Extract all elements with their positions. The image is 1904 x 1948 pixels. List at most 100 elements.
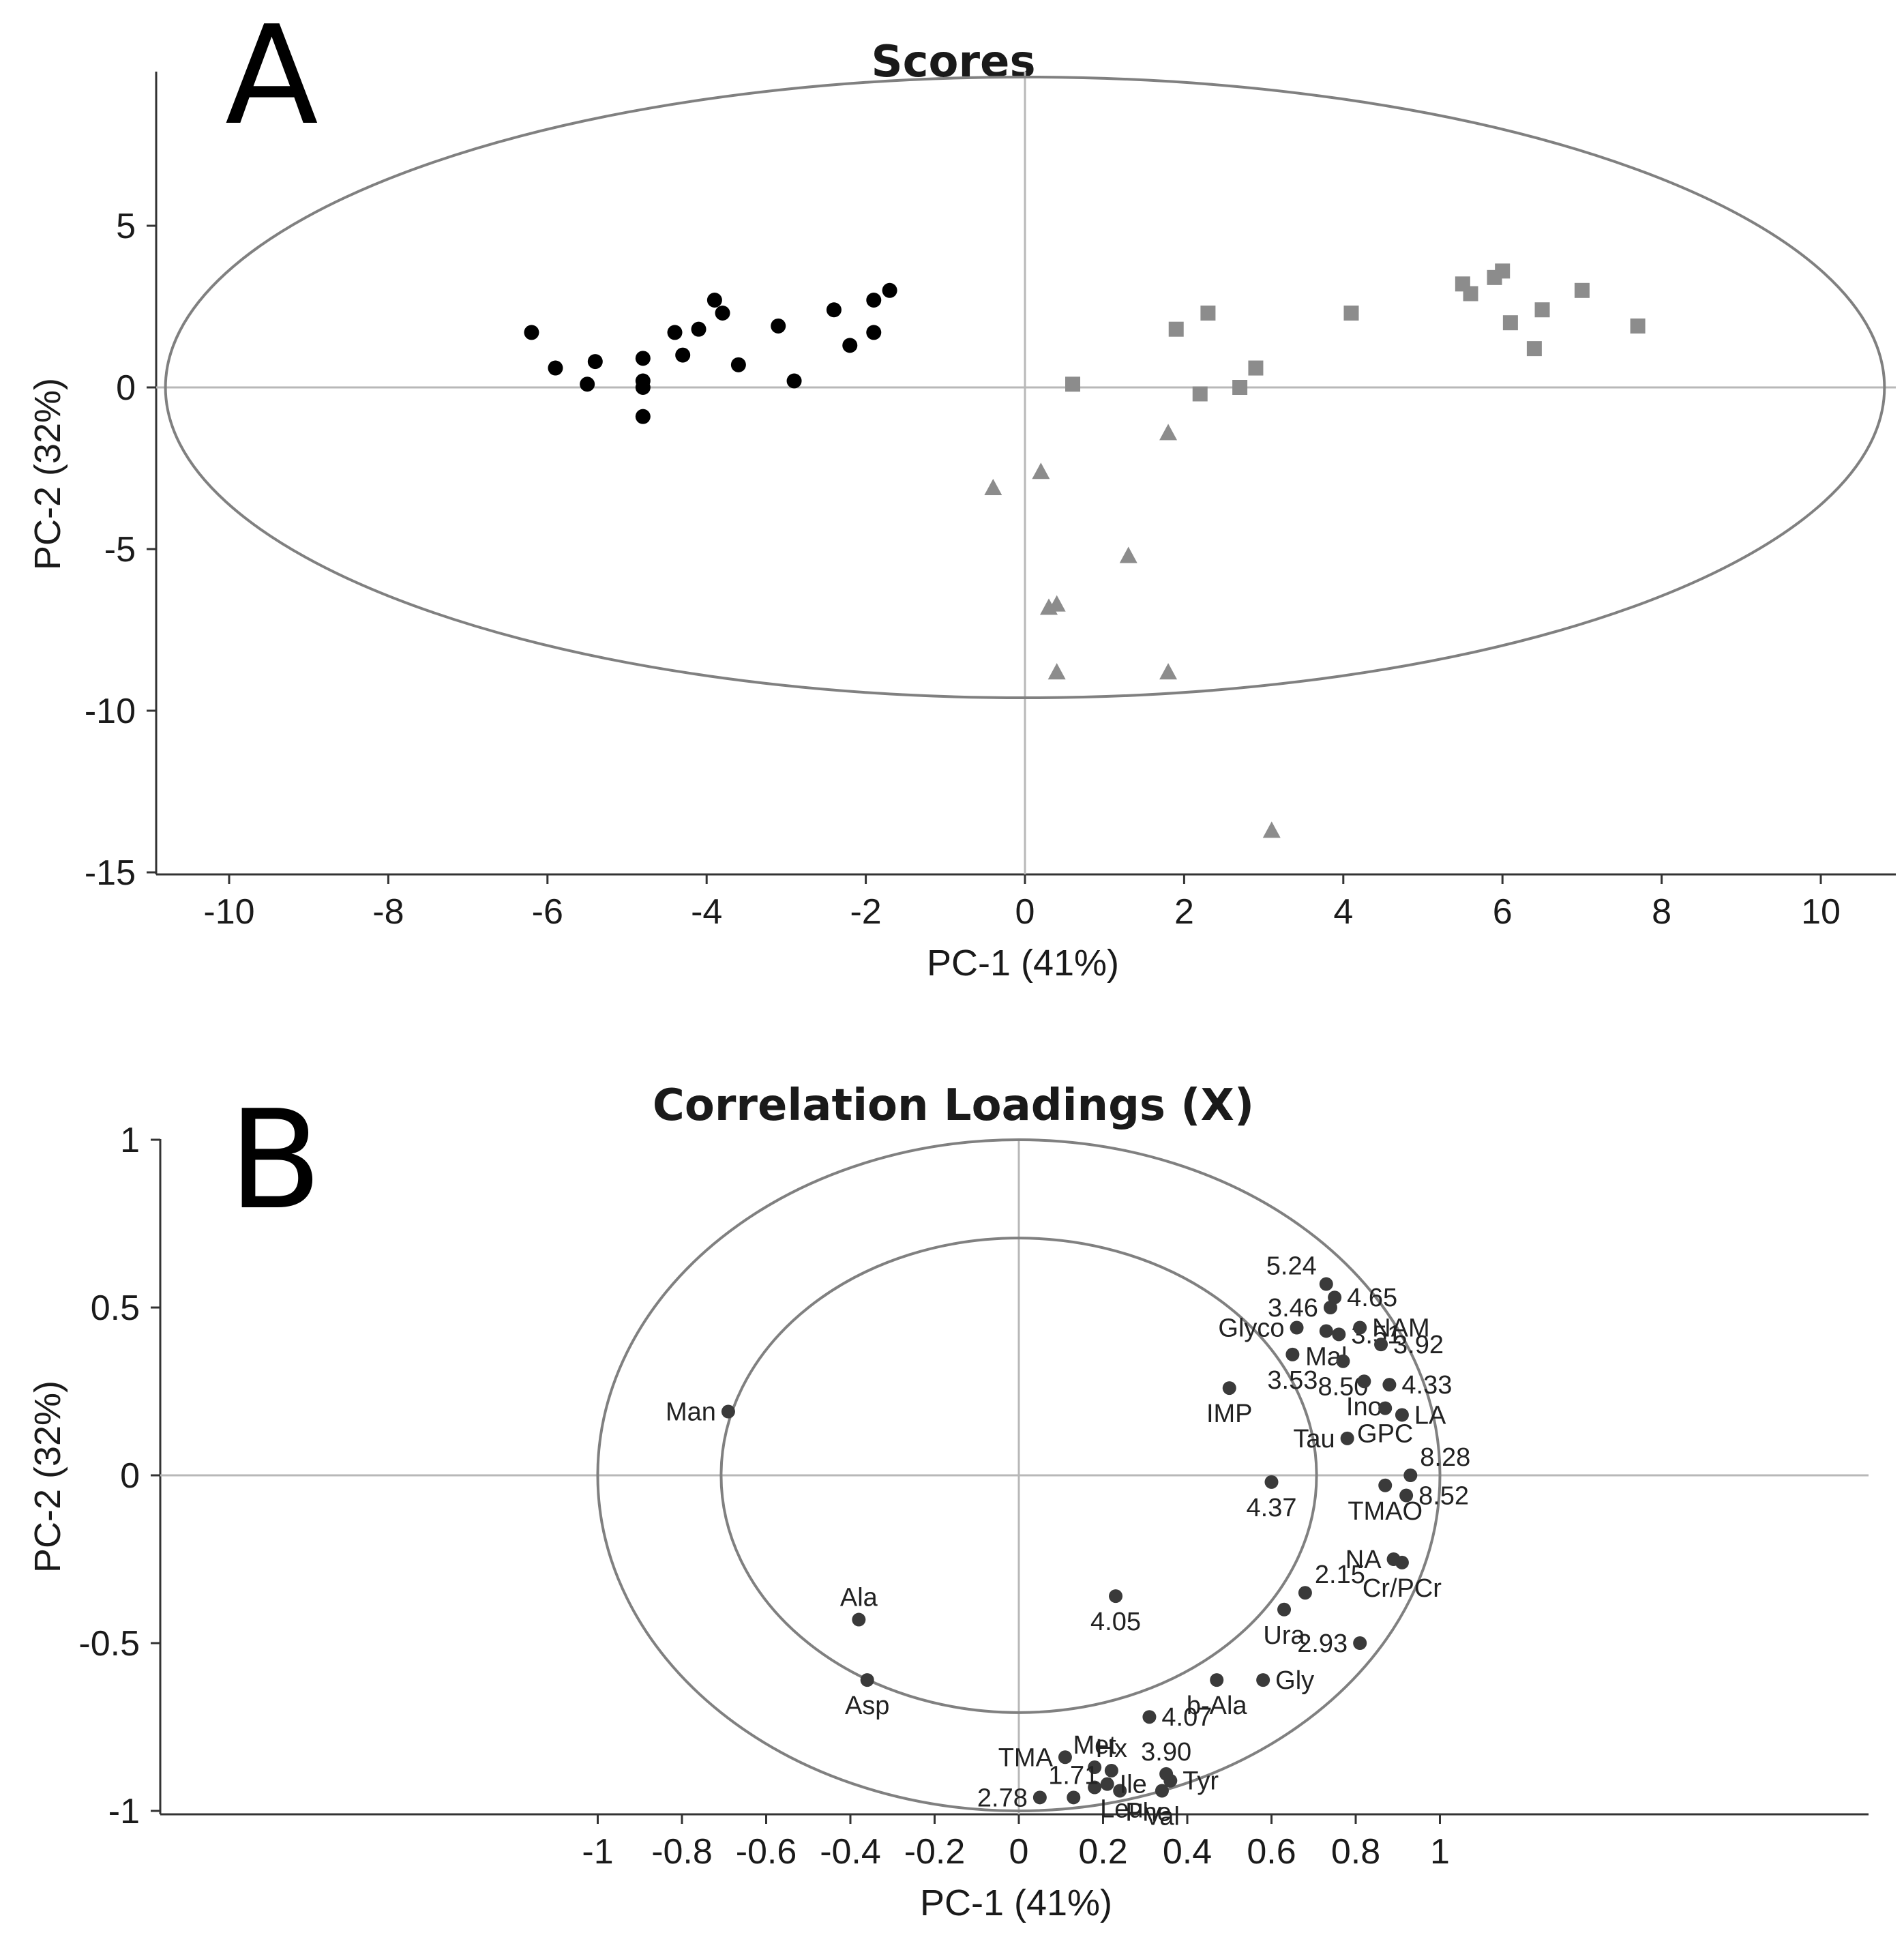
loadings-x-tick-label: 1 xyxy=(1430,1832,1450,1872)
scores-y-tick-label: -10 xyxy=(85,692,136,731)
scores-x-tick-label: 6 xyxy=(1493,892,1513,932)
loading-point xyxy=(1222,1381,1236,1396)
loading-point xyxy=(1353,1636,1367,1650)
score-point-circle xyxy=(691,321,706,337)
score-point-circle xyxy=(842,338,858,353)
loadings-y-tick-label: 0 xyxy=(120,1456,140,1496)
loading-point xyxy=(1032,1790,1047,1805)
loadings-x-tick-label: 0.2 xyxy=(1078,1832,1127,1872)
score-point-square xyxy=(1526,341,1542,357)
loadings-x-tick-label: -1 xyxy=(582,1832,613,1872)
loading-point xyxy=(1319,1324,1333,1338)
score-point-triangle xyxy=(984,478,1002,495)
loading-point xyxy=(1353,1320,1367,1335)
score-point-circle xyxy=(667,325,683,340)
loading-point xyxy=(1067,1790,1081,1805)
score-point-square xyxy=(1463,286,1478,301)
loading-point-label: GPC xyxy=(1357,1420,1413,1449)
loadings-panel: B Correlation Loadings (X) -1 -0.8 -0.6 -0.… xyxy=(27,1080,1869,1923)
loading-point xyxy=(1378,1401,1393,1415)
loading-point xyxy=(1285,1347,1300,1361)
loadings-y-label: PC-2 (32%) xyxy=(27,1381,68,1573)
score-point-triangle xyxy=(1047,595,1066,612)
score-point-circle xyxy=(715,305,730,321)
score-point-circle xyxy=(882,282,897,298)
loadings-y-tick-label: 0.5 xyxy=(91,1288,140,1328)
score-point-square xyxy=(1065,377,1081,392)
loading-point xyxy=(1357,1374,1371,1389)
loading-point xyxy=(1378,1478,1393,1492)
loading-point xyxy=(1298,1586,1312,1600)
loading-point-label: 2.93 xyxy=(1297,1629,1348,1658)
loading-point-label: Ura xyxy=(1263,1621,1305,1650)
loading-point-label: Hx xyxy=(1096,1735,1127,1763)
score-point-circle xyxy=(730,357,746,372)
score-point-triangle xyxy=(1159,663,1178,680)
score-point-square xyxy=(1534,302,1550,318)
loading-point-label: Cr/PCr xyxy=(1363,1574,1442,1603)
loading-point-label: 1.71 xyxy=(1048,1761,1099,1790)
loading-point xyxy=(1290,1320,1304,1335)
score-point-circle xyxy=(587,354,603,370)
loading-point-label: TMA xyxy=(998,1743,1054,1772)
loading-point-label: 8.28 xyxy=(1420,1443,1470,1472)
loading-point xyxy=(1332,1327,1346,1342)
scores-confidence-ellipse xyxy=(164,75,1886,700)
loading-point-label: 3.53 xyxy=(1267,1366,1318,1395)
loading-point-label: Tau xyxy=(1293,1425,1335,1453)
score-point-circle xyxy=(866,293,882,308)
score-point-circle xyxy=(635,409,651,424)
loading-point-label: 8.52 xyxy=(1418,1482,1469,1511)
loading-point-label: Val xyxy=(1144,1802,1180,1831)
loading-point-label: 3.90 xyxy=(1141,1738,1191,1767)
score-point-circle xyxy=(548,360,563,376)
scores-x-tick-label: -6 xyxy=(532,892,563,932)
panel-letter-b: B xyxy=(228,1081,322,1240)
loadings-x-tick-label: -0.4 xyxy=(820,1832,881,1872)
loading-point xyxy=(1256,1673,1270,1687)
score-point-square xyxy=(1192,386,1208,402)
loading-point xyxy=(1058,1750,1072,1765)
score-point-square xyxy=(1574,282,1590,298)
score-point-square xyxy=(1502,315,1518,331)
scores-x-tick-label: 0 xyxy=(1015,892,1035,932)
loading-point-label: Ino xyxy=(1346,1393,1382,1421)
loadings-y-tick-label: 1 xyxy=(120,1121,140,1160)
loading-point-label: 4.37 xyxy=(1247,1494,1297,1522)
score-point-triangle xyxy=(1032,462,1050,479)
score-point-square xyxy=(1630,318,1646,334)
loading-point-label: Leu xyxy=(1100,1795,1143,1824)
score-point-square xyxy=(1168,321,1184,337)
loading-point xyxy=(1395,1408,1409,1422)
loading-point xyxy=(860,1673,874,1687)
loading-point-label: 2.15 xyxy=(1315,1561,1365,1589)
score-point-triangle xyxy=(1159,424,1178,441)
scores-x-label: PC-1 (41%) xyxy=(927,943,1119,984)
score-point-triangle xyxy=(1047,663,1066,680)
loading-point xyxy=(1088,1760,1102,1775)
loadings-title: Correlation Loadings (X) xyxy=(653,1080,1254,1131)
score-point-square xyxy=(1248,360,1264,376)
loading-point-label: Asp xyxy=(845,1692,889,1720)
loading-point-label: Tyr xyxy=(1182,1767,1219,1796)
score-point-circle xyxy=(524,325,539,340)
loadings-x-label: PC-1 (41%) xyxy=(920,1883,1112,1923)
loading-point xyxy=(1382,1378,1397,1392)
score-point-circle xyxy=(866,325,882,340)
loading-point-label: Man xyxy=(666,1398,716,1427)
loading-point xyxy=(1155,1784,1169,1798)
loading-point xyxy=(1323,1301,1337,1314)
loading-point xyxy=(1399,1488,1414,1503)
loading-point-label: Phe xyxy=(1125,1798,1172,1827)
loading-point xyxy=(1277,1602,1292,1617)
scores-y-tick-label: -5 xyxy=(104,530,136,570)
loading-point-label: 4.65 xyxy=(1347,1284,1397,1312)
loadings-x-tick-label: 0 xyxy=(1009,1832,1029,1872)
loading-point xyxy=(1264,1475,1279,1489)
score-point-circle xyxy=(771,318,786,334)
loading-point-label: 3.46 xyxy=(1268,1294,1318,1323)
loading-point xyxy=(1374,1338,1388,1352)
score-point-circle xyxy=(635,380,651,395)
scores-x-tick-label: -8 xyxy=(372,892,404,932)
